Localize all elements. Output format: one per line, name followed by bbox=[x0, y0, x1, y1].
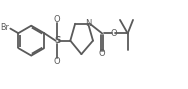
Text: O: O bbox=[99, 49, 105, 58]
Text: Br: Br bbox=[0, 23, 9, 32]
Text: O: O bbox=[110, 29, 117, 38]
Text: O: O bbox=[54, 15, 61, 24]
Text: N: N bbox=[85, 19, 91, 28]
Text: S: S bbox=[54, 36, 61, 45]
Text: O: O bbox=[54, 57, 61, 66]
